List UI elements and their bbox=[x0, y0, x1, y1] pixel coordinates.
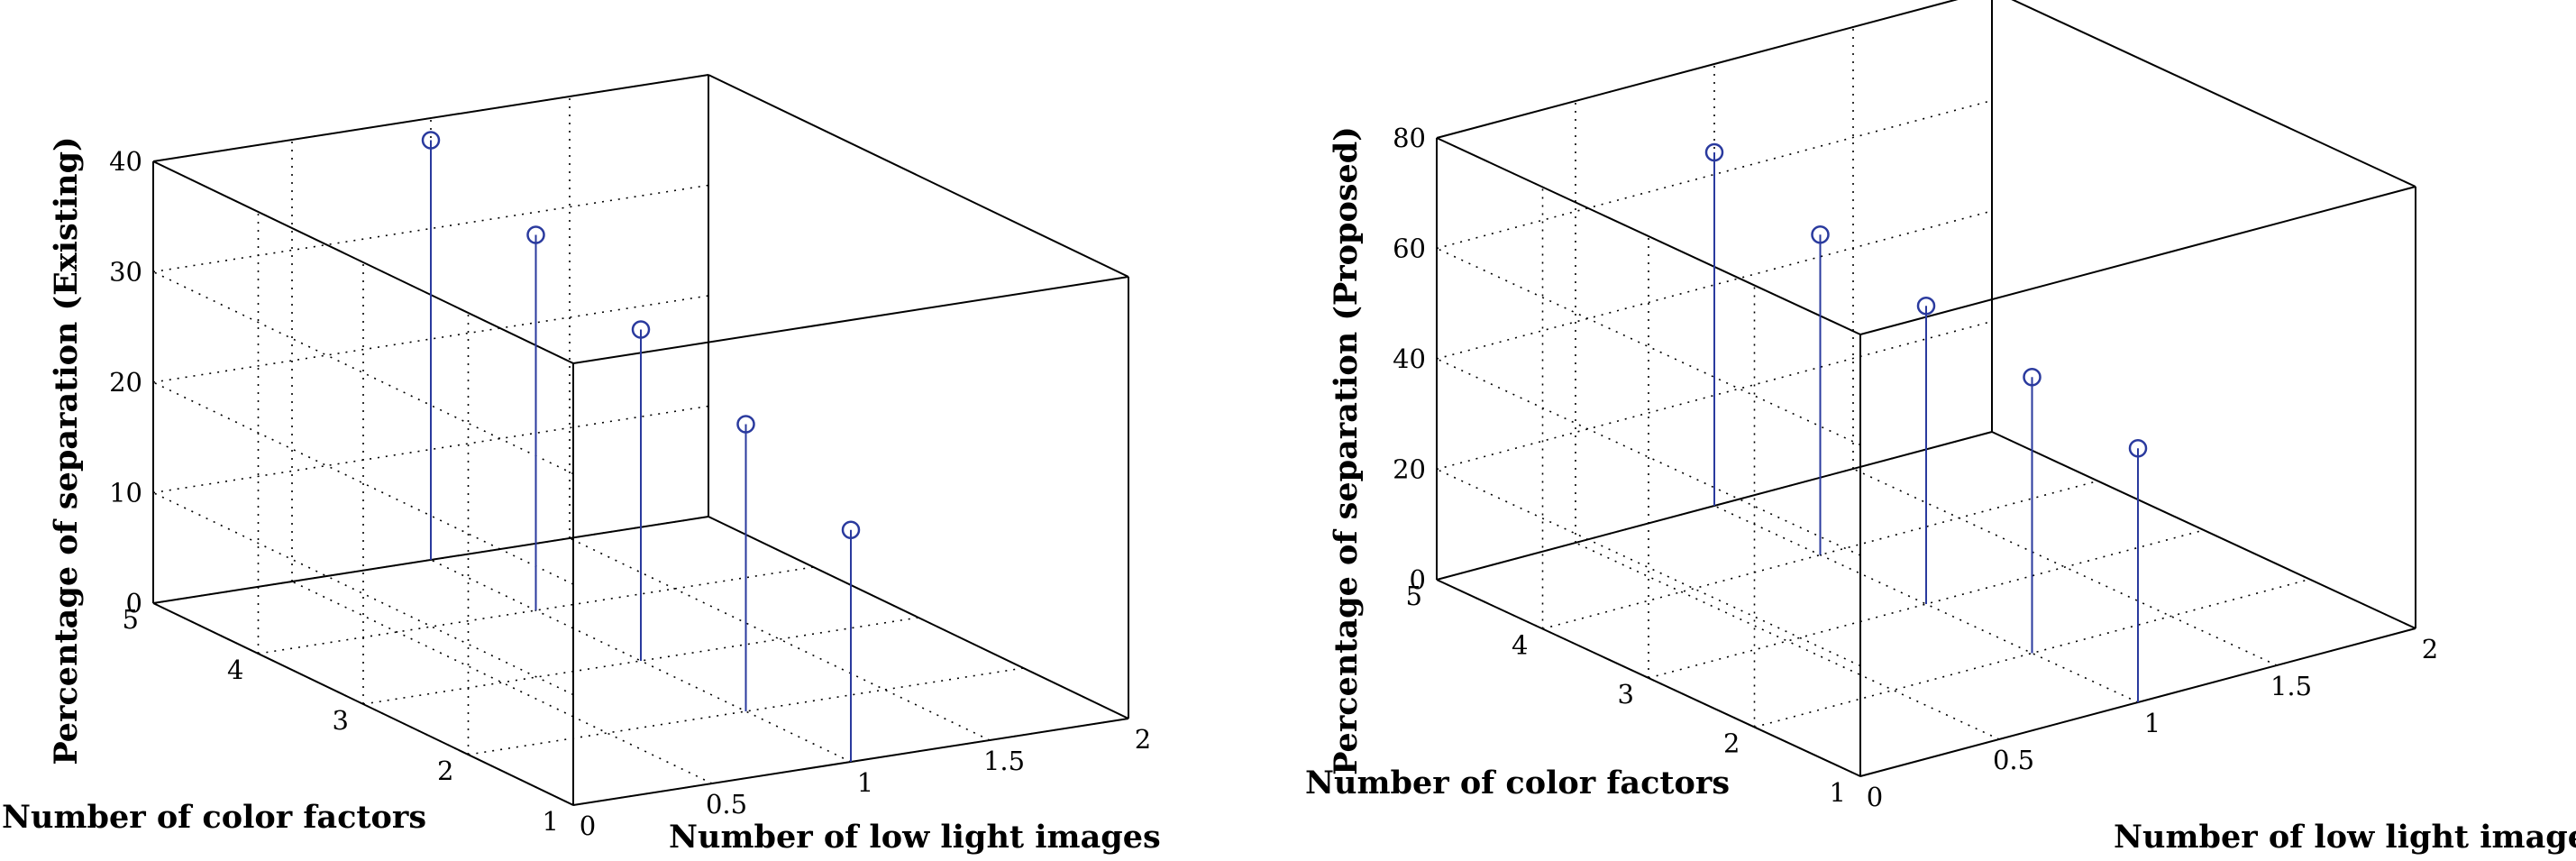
z-tick-label: 80 bbox=[1393, 123, 1426, 153]
x-tick-label: 2 bbox=[1135, 724, 1151, 755]
box-edge bbox=[152, 160, 574, 364]
x-axis-label: Number of low light images bbox=[2114, 819, 2576, 856]
x-tick-label: 1.5 bbox=[2270, 671, 2312, 701]
y-tick-label: 4 bbox=[227, 655, 243, 685]
stem-marker bbox=[421, 131, 441, 150]
stems bbox=[1704, 142, 2148, 702]
stems bbox=[421, 131, 861, 762]
z-tick-label: 10 bbox=[109, 478, 142, 508]
stem-marker bbox=[631, 320, 651, 339]
grid-line bbox=[1542, 480, 2098, 630]
box-edge bbox=[708, 516, 1129, 719]
axis-labels: Number of low light images Number of colo… bbox=[1305, 126, 2576, 856]
y-tick-label: 3 bbox=[333, 705, 349, 736]
y-tick-label: 5 bbox=[123, 604, 139, 635]
grid-line bbox=[1436, 0, 1958, 139]
y-tick-label: 3 bbox=[1618, 679, 1634, 710]
stem-marker bbox=[736, 415, 755, 434]
y-axis-label: Number of color factors bbox=[2, 799, 426, 836]
z-axis-label: Percentage of separation (Proposed) bbox=[1328, 126, 1365, 775]
axes-box bbox=[1436, 0, 2416, 777]
x-axis-label: Number of low light images bbox=[669, 819, 1161, 856]
x-tick-label: 1.5 bbox=[983, 746, 1025, 776]
x-tick-label: 0 bbox=[580, 811, 596, 841]
z-tick-label: 40 bbox=[1393, 343, 1426, 374]
z-tick-label: 30 bbox=[109, 257, 142, 288]
grid-line bbox=[1436, 320, 1993, 471]
x-tick-label: 2 bbox=[2422, 634, 2438, 664]
y-tick-label: 1 bbox=[543, 806, 559, 837]
x-tick-label: 0.5 bbox=[1993, 745, 2034, 775]
grid-line bbox=[291, 581, 713, 784]
x-tick-label: 1 bbox=[2144, 708, 2160, 738]
box-edge bbox=[1991, 431, 2416, 629]
z-tick-label: 60 bbox=[1393, 234, 1426, 264]
y-tick-label: 1 bbox=[1830, 777, 1846, 808]
y-tick-label: 2 bbox=[437, 756, 453, 786]
box-edge bbox=[2011, 0, 2416, 188]
box-edge bbox=[152, 602, 574, 806]
z-tick-label: 0 bbox=[126, 588, 142, 618]
box-edge bbox=[708, 74, 1129, 278]
box-edge bbox=[572, 276, 1129, 364]
stem-marker bbox=[1704, 142, 1724, 162]
x-tick-label: 0 bbox=[1867, 782, 1883, 812]
z-tick-label: 40 bbox=[109, 146, 142, 177]
grid-line bbox=[1436, 210, 1993, 360]
box-edge bbox=[1436, 137, 1861, 335]
box-edge bbox=[1436, 579, 1861, 777]
axis-labels: Number of low light images Number of colo… bbox=[2, 136, 1161, 856]
grid-line bbox=[569, 537, 991, 741]
grid-line bbox=[1436, 99, 1993, 250]
grid-line bbox=[1648, 529, 2205, 679]
box-edge bbox=[1859, 186, 2416, 335]
box-edge bbox=[1436, 0, 1959, 139]
grid-line bbox=[1436, 247, 1861, 446]
box-edge bbox=[152, 74, 709, 162]
z-tick-label: 20 bbox=[109, 367, 142, 398]
z-axis-label: Percentage of separation (Existing) bbox=[48, 136, 85, 765]
stem-marker bbox=[1811, 225, 1830, 244]
stem-marker bbox=[841, 520, 861, 539]
stem-marker bbox=[2023, 368, 2042, 387]
x-tick-label: 0.5 bbox=[706, 789, 747, 820]
z-tick-label: 20 bbox=[1393, 454, 1426, 485]
stem-marker bbox=[1916, 297, 1936, 316]
grid-line bbox=[1575, 542, 2000, 740]
stem-marker bbox=[526, 225, 545, 244]
z-tick-label: 0 bbox=[1410, 564, 1426, 595]
y-tick-label: 2 bbox=[1723, 728, 1740, 759]
x-tick-label: 1 bbox=[857, 767, 873, 798]
y-axis-label: Number of color factors bbox=[1305, 765, 1730, 801]
grid-line bbox=[1754, 578, 2310, 728]
axes-box bbox=[152, 74, 1129, 806]
y-tick-label: 5 bbox=[1406, 581, 1422, 611]
stem-marker bbox=[2128, 439, 2148, 458]
y-tick-label: 4 bbox=[1512, 630, 1528, 661]
